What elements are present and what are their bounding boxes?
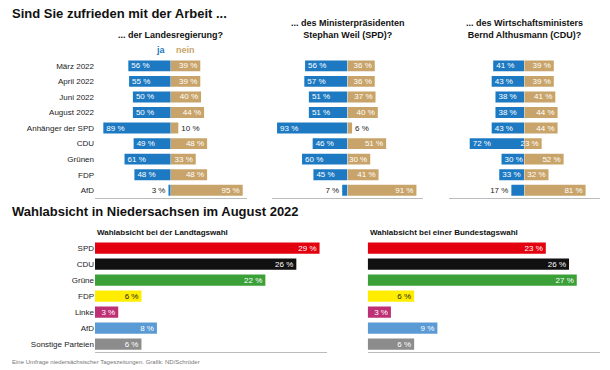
svg-text:Grünen: Grünen (67, 155, 94, 164)
svg-text:Linke: Linke (75, 308, 95, 317)
svg-text:23 %: 23 % (520, 139, 538, 148)
svg-text:3 %: 3 % (101, 308, 115, 317)
svg-text:60 %: 60 % (305, 155, 323, 164)
svg-text:44 %: 44 % (536, 108, 554, 117)
svg-text:43 %: 43 % (495, 77, 513, 86)
svg-text:Eine Umfrage niedersächsischer: Eine Umfrage niedersächsischer Tageszeit… (12, 359, 200, 365)
svg-text:50 %: 50 % (136, 108, 154, 117)
svg-text:... der Landesregierung?: ... der Landesregierung? (118, 30, 223, 40)
svg-text:Wahlabsicht bei einer Bundesta: Wahlabsicht bei einer Bundestagswahl (370, 228, 518, 237)
svg-text:39 %: 39 % (533, 61, 551, 70)
svg-text:36 %: 36 % (354, 61, 372, 70)
svg-text:9 %: 9 % (421, 324, 435, 333)
svg-text:30 %: 30 % (505, 155, 523, 164)
svg-text:32 %: 32 % (527, 170, 545, 179)
svg-text:38 %: 38 % (498, 108, 516, 117)
svg-text:Grüne: Grüne (72, 276, 95, 285)
svg-text:Wahlabsicht bei der Landtagswa: Wahlabsicht bei der Landtagswahl (97, 228, 228, 237)
svg-text:3 %: 3 % (374, 308, 388, 317)
svg-text:44 %: 44 % (183, 108, 201, 117)
svg-text:52 %: 52 % (542, 155, 560, 164)
svg-text:91 %: 91 % (395, 186, 413, 195)
svg-text:April 2022: April 2022 (58, 77, 95, 86)
svg-text:56 %: 56 % (308, 61, 326, 70)
svg-text:41 %: 41 % (496, 61, 514, 70)
svg-text:27 %: 27 % (556, 276, 574, 285)
svg-text:... des WirtschaftsministersBe: ... des WirtschaftsministersBernd Althus… (466, 18, 583, 40)
svg-text:51 %: 51 % (365, 139, 383, 148)
svg-text:6 %: 6 % (397, 340, 411, 349)
svg-text:22 %: 22 % (244, 276, 262, 285)
svg-text:7 %: 7 % (325, 186, 339, 195)
svg-text:39 %: 39 % (179, 77, 197, 86)
svg-text:Anhänger der SPD: Anhänger der SPD (27, 124, 94, 133)
svg-text:Wahlabsicht in Niedersachsen i: Wahlabsicht in Niedersachsen im August 2… (12, 204, 299, 219)
svg-text:26 %: 26 % (275, 260, 293, 269)
svg-text:CDU: CDU (77, 139, 95, 148)
svg-text:36 %: 36 % (354, 77, 372, 86)
svg-text:17 %: 17 % (490, 186, 508, 195)
svg-text:23 %: 23 % (525, 244, 543, 253)
svg-text:8 %: 8 % (140, 324, 154, 333)
svg-text:51 %: 51 % (312, 92, 330, 101)
svg-text:Sonstige Parteien: Sonstige Parteien (31, 340, 94, 349)
svg-text:CDU: CDU (77, 260, 95, 269)
svg-text:39 %: 39 % (179, 61, 197, 70)
svg-text:33 %: 33 % (175, 155, 193, 164)
svg-text:40 %: 40 % (357, 108, 375, 117)
svg-text:50 %: 50 % (136, 92, 154, 101)
svg-text:41 %: 41 % (534, 92, 552, 101)
svg-text:3 %: 3 % (152, 186, 166, 195)
svg-text:48 %: 48 % (137, 170, 155, 179)
svg-text:61 %: 61 % (128, 155, 146, 164)
svg-text:6 %: 6 % (125, 340, 139, 349)
svg-text:26 %: 26 % (548, 260, 566, 269)
svg-text:49 %: 49 % (137, 139, 155, 148)
svg-text:6 %: 6 % (125, 292, 139, 301)
svg-text:August 2022: August 2022 (49, 108, 94, 117)
svg-text:81 %: 81 % (564, 186, 582, 195)
svg-text:FDP: FDP (78, 292, 94, 301)
svg-text:43 %: 43 % (495, 124, 513, 133)
svg-text:45 %: 45 % (316, 170, 334, 179)
svg-text:56 %: 56 % (131, 61, 149, 70)
svg-text:89 %: 89 % (106, 124, 124, 133)
svg-text:6 %: 6 % (355, 124, 369, 133)
svg-text:März 2022: März 2022 (56, 62, 94, 71)
svg-text:33 %: 33 % (502, 170, 520, 179)
svg-text:Sind Sie zufrieden mit der Arb: Sind Sie zufrieden mit der Arbeit ... (12, 6, 227, 21)
svg-text:55 %: 55 % (132, 77, 150, 86)
svg-text:48 %: 48 % (186, 139, 204, 148)
svg-text:41 %: 41 % (357, 170, 375, 179)
svg-text:37 %: 37 % (354, 92, 372, 101)
svg-text:6 %: 6 % (397, 292, 411, 301)
svg-text:30 %: 30 % (349, 155, 367, 164)
svg-text:48 %: 48 % (186, 170, 204, 179)
svg-text:10 %: 10 % (181, 124, 199, 133)
svg-text:ja: ja (156, 45, 166, 55)
svg-text:38 %: 38 % (498, 92, 516, 101)
svg-text:... des MinisterpräsidentenSte: ... des MinisterpräsidentenStephan Weil … (291, 18, 405, 40)
svg-text:AfD: AfD (81, 186, 95, 195)
svg-text:46 %: 46 % (316, 139, 334, 148)
svg-text:51 %: 51 % (312, 108, 330, 117)
svg-text:FDP: FDP (78, 170, 94, 179)
svg-text:29 %: 29 % (298, 244, 316, 253)
svg-text:57 %: 57 % (307, 77, 325, 86)
svg-text:95 %: 95 % (221, 186, 239, 195)
svg-text:72 %: 72 % (473, 139, 491, 148)
svg-text:Juni 2022: Juni 2022 (59, 93, 94, 102)
svg-text:93 %: 93 % (280, 124, 298, 133)
svg-text:39 %: 39 % (533, 77, 551, 86)
svg-text:40 %: 40 % (180, 92, 198, 101)
svg-text:nein: nein (176, 45, 195, 55)
svg-text:44 %: 44 % (536, 124, 554, 133)
svg-text:AfD: AfD (81, 324, 95, 333)
svg-text:SPD: SPD (78, 244, 95, 253)
